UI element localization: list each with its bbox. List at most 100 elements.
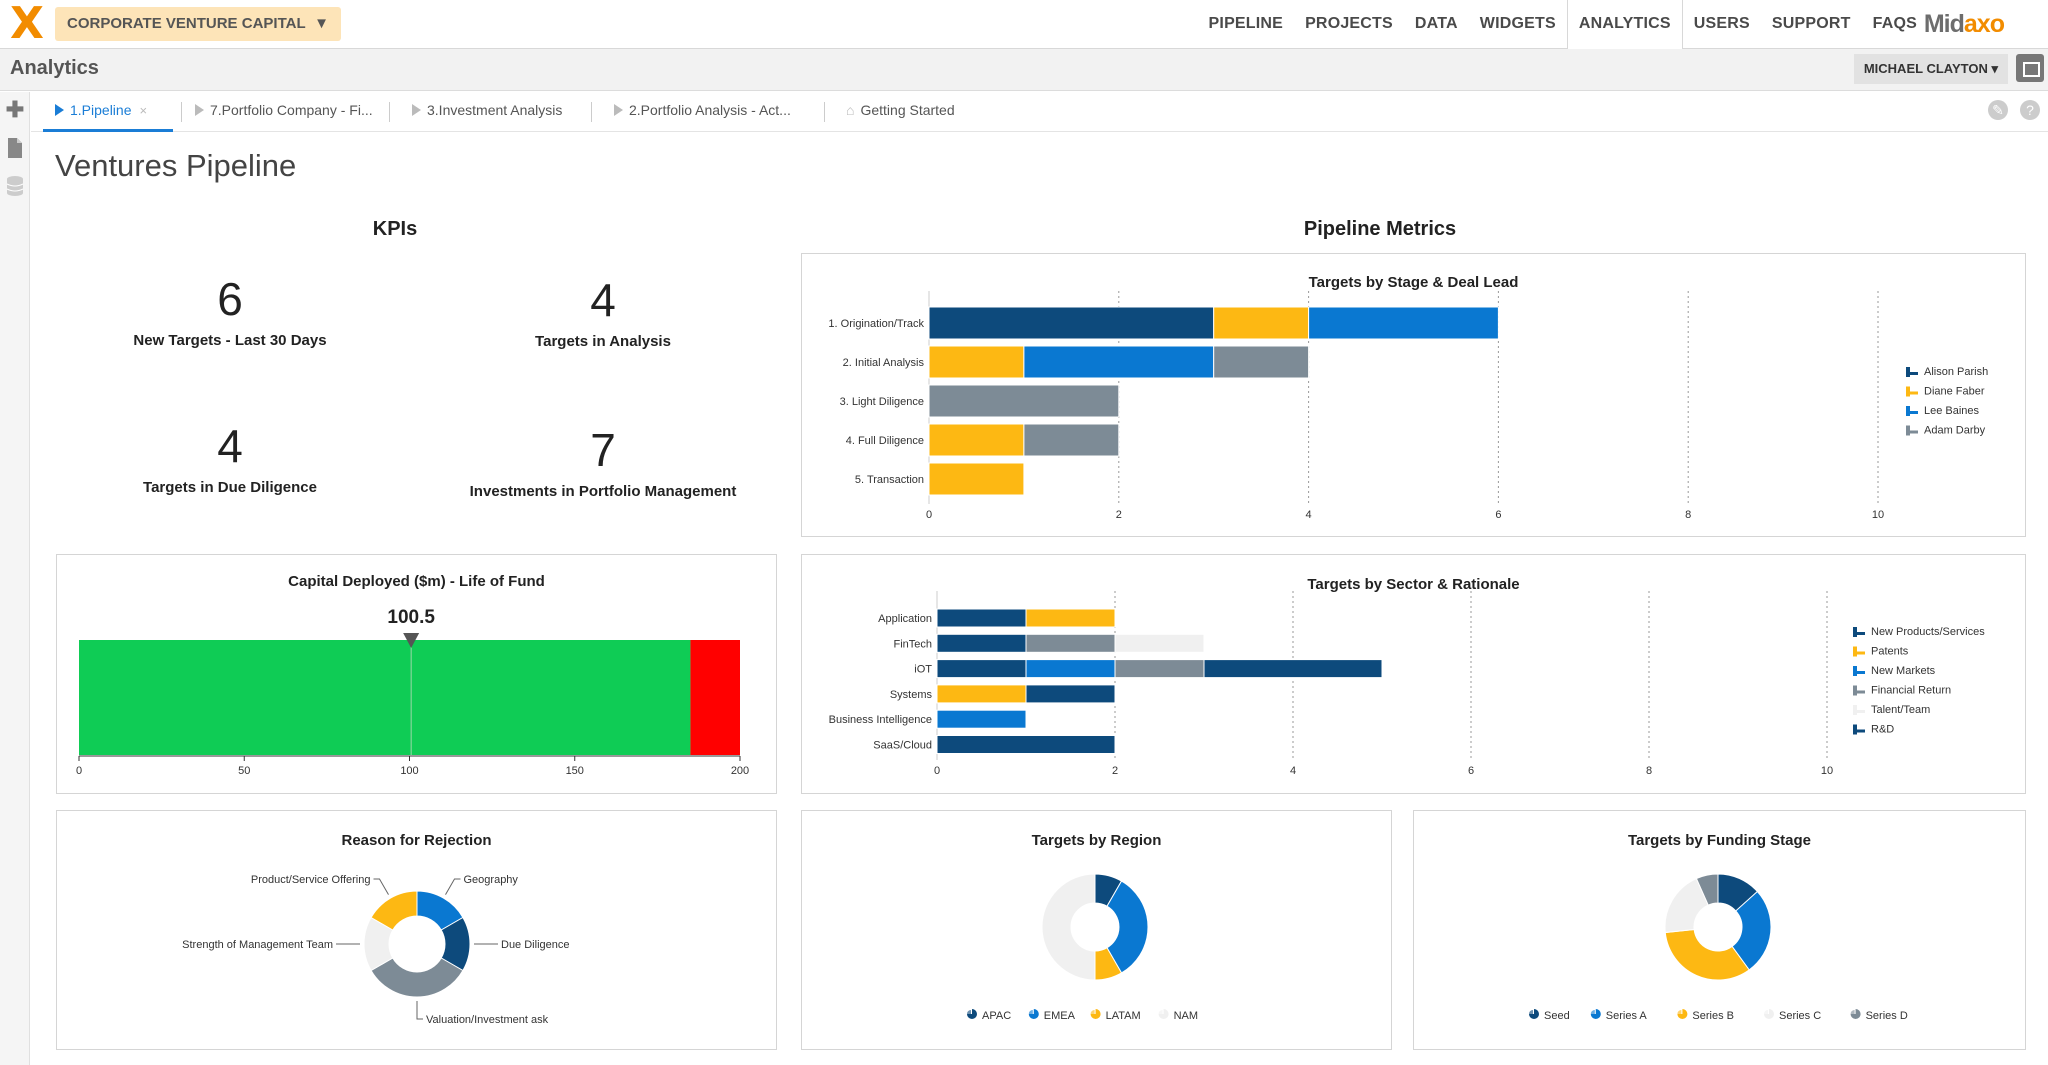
y-tick-label: Business Intelligence xyxy=(829,714,932,726)
play-icon xyxy=(412,104,421,116)
nav-projects[interactable]: PROJECTS xyxy=(1305,15,1393,32)
kpi-label: Targets in Analysis xyxy=(535,333,671,350)
x-tick-label: 0 xyxy=(934,765,940,777)
nav-widgets[interactable]: WIDGETS xyxy=(1479,15,1556,32)
tab-portfolio-analysis[interactable]: 2.Portfolio Analysis - Act... xyxy=(602,92,803,132)
kpi-targets-analysis: 4 Targets in Analysis xyxy=(418,273,788,351)
left-toolbar: ✚ xyxy=(0,92,30,1065)
legend-pie-icon xyxy=(1590,1010,1595,1014)
legend-swatch xyxy=(1906,411,1918,414)
x-tick-label: 8 xyxy=(1685,509,1691,521)
kpi-value: 6 xyxy=(217,273,243,325)
nav-pipeline[interactable]: PIPELINE xyxy=(1208,15,1284,32)
x-tick-label: 4 xyxy=(1306,509,1312,521)
nav-faqs[interactable]: FAQS xyxy=(1872,15,1917,32)
tab-getting-started[interactable]: ⌂ Getting Started xyxy=(846,102,955,118)
section-title: Analytics xyxy=(10,57,99,79)
settings-icon[interactable]: ✎ xyxy=(1988,100,2008,120)
pie-slice xyxy=(370,957,464,998)
legend-swatch xyxy=(1853,651,1865,655)
sector-rationale-panel: Targets by Sector & Rationale 0 2 4 6 8 10 App… xyxy=(801,554,2026,794)
database-icon[interactable] xyxy=(5,176,25,196)
legend-label: LATAM xyxy=(1106,1010,1141,1022)
legend-label: Series B xyxy=(1692,1010,1734,1022)
chart-title: Targets by Stage & Deal Lead xyxy=(1308,274,1519,291)
legend-swatch xyxy=(1906,430,1918,434)
pie-slice xyxy=(1106,880,1149,974)
page-title: Ventures Pipeline xyxy=(55,148,297,183)
label-leader-line xyxy=(416,1001,423,1020)
x-tick-label: 150 xyxy=(566,765,584,777)
chart-title: Targets by Funding Stage xyxy=(1627,832,1812,849)
legend-swatch xyxy=(1853,690,1865,694)
kpi-value: 4 xyxy=(217,420,243,472)
bar-segment xyxy=(1025,659,1116,679)
pipeline-metrics-heading: Pipeline Metrics xyxy=(1303,218,1457,240)
help-icon[interactable]: ? xyxy=(2020,100,2040,120)
tab-investment-analysis[interactable]: 3.Investment Analysis xyxy=(400,92,574,132)
tab-bar: 1.Pipeline × 7.Portfolio Company - Fi... … xyxy=(31,92,2048,132)
nav-users[interactable]: USERS xyxy=(1693,15,1750,32)
legend-swatch xyxy=(1906,372,1918,375)
range-band xyxy=(79,640,691,755)
legend-swatch xyxy=(1906,391,1918,395)
legend-label: New Markets xyxy=(1871,665,1936,677)
legend-label: Patents xyxy=(1871,646,1909,658)
nav-data[interactable]: DATA xyxy=(1414,15,1458,32)
tab-pipeline[interactable]: 1.Pipeline × xyxy=(43,92,173,132)
pie-slice xyxy=(370,890,418,931)
x-tick-label: 2 xyxy=(1112,765,1118,777)
fund-selector[interactable]: CORPORATE VENTURE CAPITAL (CVC) ▼ xyxy=(55,7,341,66)
legend-pie-icon xyxy=(1850,1010,1855,1014)
pie-slice xyxy=(1664,928,1750,981)
expand-window-icon[interactable] xyxy=(2016,54,2044,82)
funding-stage-panel: Targets by Funding Stage Seed Series A Ser… xyxy=(1413,810,2026,1050)
bar-segment xyxy=(928,423,1025,457)
chart-title: Capital Deployed ($m) - Life of Fund xyxy=(288,573,545,590)
legend-swatch xyxy=(1853,710,1865,713)
slice-label: Strength of Management Team xyxy=(182,939,333,951)
bar-segment xyxy=(1023,345,1215,379)
document-icon[interactable] xyxy=(5,138,25,158)
x-tick-label: 10 xyxy=(1821,765,1833,777)
bar-segment xyxy=(936,684,1027,704)
tab-portfolio-company[interactable]: 7.Portfolio Company - Fi... xyxy=(183,92,385,132)
section-bar: Analytics MICHAEL CLAYTON ▾ xyxy=(0,49,2048,91)
kpi-due-diligence: 4 Targets in Due Diligence xyxy=(45,419,415,497)
legend-pie-icon xyxy=(1764,1009,1774,1019)
kpi-label: Targets in Due Diligence xyxy=(143,479,317,496)
bar-segment xyxy=(936,735,1116,754)
nav-analytics[interactable]: ANALYTICS xyxy=(1566,0,1683,50)
legend-pie-icon xyxy=(1677,1009,1688,1019)
kpi-label: Investments in Portfolio Management xyxy=(469,483,737,500)
chevron-down-icon: ▼ xyxy=(314,15,329,32)
region-panel: Targets by Region APAC EMEA LATAM NAM xyxy=(801,810,1392,1050)
legend-pie-icon xyxy=(1028,1009,1039,1019)
nav-support[interactable]: SUPPORT xyxy=(1771,15,1851,32)
y-tick-label: 3. Light Diligence xyxy=(840,396,924,408)
add-icon[interactable]: ✚ xyxy=(5,97,25,122)
capital-deployed-panel: Capital Deployed ($m) - Life of Fund 100… xyxy=(56,554,777,794)
legend-pie-icon xyxy=(1158,1010,1163,1014)
x-tick-label: 8 xyxy=(1646,765,1652,777)
capital-deployed-chart: 100.5 0 50 100 150 200 xyxy=(76,607,749,777)
slice-label: Valuation/Investment ask xyxy=(426,1014,549,1026)
y-tick-label: SaaS/Cloud xyxy=(873,740,932,752)
chart-title: Targets by Region xyxy=(1031,832,1162,849)
user-menu[interactable]: MICHAEL CLAYTON ▾ xyxy=(1853,54,2008,84)
kpis-heading: KPIs xyxy=(372,218,418,240)
legend-label: Seed xyxy=(1544,1010,1570,1022)
bar-segment xyxy=(1203,659,1383,679)
legend-label: Alison Parish xyxy=(1924,366,1988,378)
legend-label: Talent/Team xyxy=(1871,704,1930,716)
x-tick-label: 10 xyxy=(1872,509,1884,521)
bar-segment xyxy=(1114,633,1205,653)
brand-logo[interactable]: Midaxo xyxy=(1923,10,2005,38)
legend-pie-icon xyxy=(1090,1009,1101,1019)
x-tick-label: 2 xyxy=(1116,509,1122,521)
app-logo-icon[interactable]: X xyxy=(10,0,44,49)
chart-title: Targets by Sector & Rationale xyxy=(1307,576,1520,593)
close-tab-icon[interactable]: × xyxy=(139,103,148,118)
legend-pie-icon xyxy=(1028,1010,1033,1014)
tab-divider xyxy=(824,102,825,122)
